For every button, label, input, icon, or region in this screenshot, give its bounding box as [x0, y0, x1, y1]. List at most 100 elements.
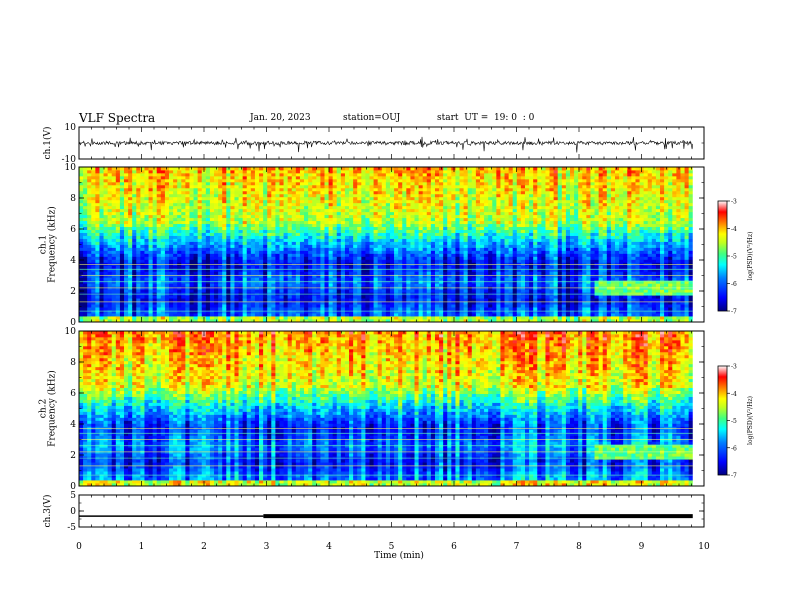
- spectrogram-cell: [467, 187, 473, 192]
- spectrogram-cell: [459, 184, 465, 189]
- spectrogram-cell: [434, 229, 440, 233]
- spectrogram-cell: [299, 250, 305, 254]
- spectrogram-cell: [287, 232, 293, 236]
- spectrogram-cell: [430, 175, 436, 180]
- spectrogram-cell: [246, 223, 252, 228]
- spectrogram-cell: [451, 307, 456, 311]
- spectrogram-cell: [119, 319, 125, 323]
- spectrogram-cell: [140, 304, 145, 308]
- spectrogram-cell: [402, 205, 407, 210]
- spectrogram-cell: [226, 217, 231, 222]
- spectrogram-cell: [402, 220, 407, 225]
- spectrogram-cell: [177, 229, 182, 233]
- spectrogram-cell: [271, 259, 276, 263]
- spectrogram-cell: [136, 208, 141, 213]
- spectrogram-cell: [377, 259, 383, 263]
- spectrogram-cell: [320, 238, 325, 242]
- spectrogram-cell: [426, 277, 432, 281]
- spectrogram-cell: [312, 310, 317, 314]
- spectrogram-cell: [132, 226, 137, 230]
- spectrogram-cell: [205, 232, 211, 236]
- spectrogram-cell: [369, 304, 374, 308]
- spectrogram-cell: [136, 178, 141, 183]
- spectrogram-cell: [291, 217, 297, 222]
- spectrogram-cell: [144, 298, 149, 302]
- spectrogram-cell: [214, 295, 219, 299]
- spectrogram-cell: [349, 202, 354, 207]
- spectrogram-cell: [91, 289, 96, 293]
- spectrogram-cell: [214, 205, 219, 210]
- spectrogram-cell: [406, 283, 411, 287]
- spectrogram-cell: [291, 244, 297, 248]
- spectrogram-cell: [308, 178, 313, 183]
- spectrogram-cell: [447, 289, 452, 293]
- spectrogram-cell: [242, 253, 248, 257]
- spectrogram-cell: [136, 181, 141, 186]
- spectrogram-cell: [451, 187, 456, 192]
- spectrogram-cell: [279, 193, 284, 198]
- spectrogram-cell: [283, 211, 289, 216]
- spectrogram-cell: [144, 250, 149, 254]
- spectrogram-cell: [99, 184, 104, 189]
- spectrogram-cell: [434, 175, 440, 180]
- spectrogram-cell: [91, 298, 96, 302]
- spectrogram-cell: [340, 187, 346, 192]
- spectrogram-cell: [414, 235, 420, 239]
- spectrogram-cell: [99, 196, 104, 201]
- spectrogram-cell: [148, 250, 154, 254]
- spectrogram-cell: [463, 304, 469, 308]
- spectrogram-cell: [295, 259, 301, 263]
- spectrogram-cell: [246, 202, 252, 207]
- spectrogram-cell: [242, 271, 248, 275]
- spectrogram-cell: [128, 208, 133, 213]
- spectrogram-cell: [222, 265, 227, 269]
- spectrogram-cell: [152, 202, 158, 207]
- spectrogram-cell: [156, 253, 162, 257]
- spectrogram-cell: [422, 298, 428, 302]
- spectrogram-cell: [369, 295, 374, 299]
- spectrogram-cell: [414, 253, 420, 257]
- spectrogram-cell: [467, 316, 473, 320]
- spectrogram-cell: [332, 184, 338, 189]
- spectrogram-cell: [373, 271, 379, 275]
- spectrogram-cell: [422, 259, 428, 263]
- spectrogram-cell: [103, 184, 109, 189]
- spectrogram-cell: [226, 220, 231, 225]
- spectrogram-cell: [287, 214, 293, 219]
- spectrogram-cell: [275, 301, 280, 305]
- spectrogram-cell: [316, 307, 321, 311]
- spectrogram-cell: [402, 235, 407, 239]
- spectrogram-cell: [144, 244, 149, 248]
- spectrogram-cell: [79, 232, 84, 236]
- spectrogram-cell: [136, 307, 141, 311]
- spectrogram-cell: [439, 310, 444, 314]
- spectrogram-cell: [455, 178, 460, 183]
- spectrogram-cell: [304, 235, 309, 239]
- spectrogram-cell: [443, 316, 448, 320]
- spectrogram-cell: [119, 262, 125, 266]
- station-label: station=OUJ: [343, 113, 401, 123]
- spectrogram-cell: [222, 167, 227, 171]
- spectrogram-cell: [406, 172, 411, 177]
- spectrogram-cell: [230, 307, 235, 311]
- spectrogram-cell: [332, 220, 338, 225]
- spectrogram-cell: [136, 220, 141, 225]
- spectrogram-cell: [181, 187, 186, 192]
- spectrogram-cell: [443, 169, 448, 174]
- spectrogram-cell: [222, 238, 227, 242]
- spectrogram-cell: [205, 178, 211, 183]
- spectrogram-cell: [103, 253, 109, 257]
- spectrogram-cell: [344, 196, 350, 201]
- spectrogram-cell: [299, 217, 305, 222]
- spectrogram-cell: [254, 199, 260, 204]
- spectrogram-cell: [324, 167, 329, 171]
- spectrogram-cell: [402, 211, 407, 216]
- spectrogram-cell: [111, 319, 117, 323]
- spectrogram-cell: [222, 316, 227, 320]
- spectrogram-cell: [160, 289, 166, 293]
- spectrogram-cell: [414, 193, 420, 198]
- spectrogram-cell: [430, 193, 436, 198]
- spectrogram-cell: [451, 277, 456, 281]
- spectrogram-cell: [218, 226, 223, 230]
- spectrogram-cell: [124, 217, 129, 222]
